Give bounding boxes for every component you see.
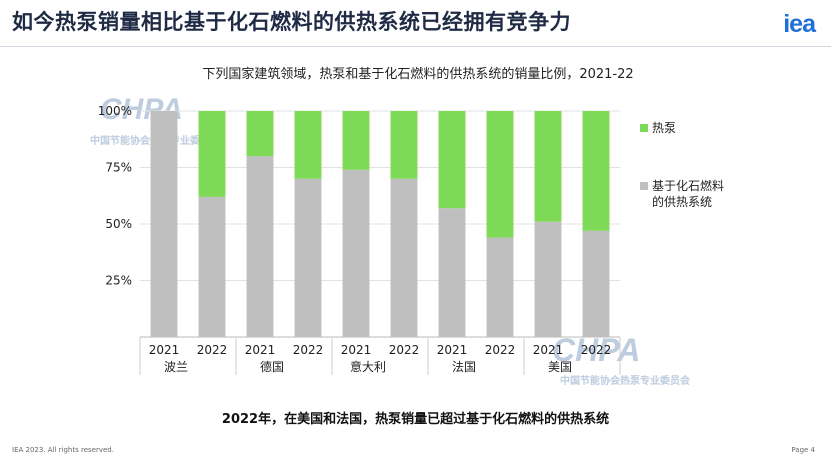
x-tick-label: 2022 bbox=[581, 343, 612, 357]
fossil-fuel-bar bbox=[582, 230, 610, 337]
heat-pump-bar bbox=[342, 111, 370, 170]
fossil-fuel-bar bbox=[486, 237, 514, 337]
legend-swatch-fossil bbox=[640, 182, 648, 190]
fossil-fuel-bar bbox=[342, 169, 370, 337]
copyright: IEA 2023. All rights reserved. bbox=[12, 446, 114, 454]
chart-summary: 2022年，在美国和法国，热泵销量已超过基于化石燃料的供热系统 bbox=[221, 412, 610, 427]
heat-pump-bar bbox=[534, 111, 562, 222]
x-tick-label: 2021 bbox=[245, 343, 276, 357]
heat-pump-bar bbox=[294, 111, 322, 179]
x-tick-label: 2022 bbox=[389, 343, 420, 357]
fossil-fuel-bar bbox=[294, 178, 322, 337]
x-tick-label: 2021 bbox=[149, 343, 180, 357]
heat-pump-bar bbox=[486, 111, 514, 238]
page-number: Page 4 bbox=[791, 446, 815, 454]
x-tick-label: 2022 bbox=[197, 343, 228, 357]
x-tick-label: 2022 bbox=[293, 343, 324, 357]
group-label: 美国 bbox=[548, 360, 572, 374]
y-tick-label: 100% bbox=[98, 104, 132, 118]
heat-pump-bar bbox=[438, 111, 466, 209]
chpa-watermark-subtitle: 中国节能协会热泵专业委员会 bbox=[560, 376, 690, 387]
page-title: 如今热泵销量相比基于化石燃料的供热系统已经拥有竞争力 bbox=[12, 10, 571, 34]
x-tick-label: 2021 bbox=[341, 343, 372, 357]
legend-label-heat-pump: 热泵 bbox=[652, 121, 676, 135]
fossil-fuel-bar bbox=[150, 111, 178, 337]
fossil-fuel-bar bbox=[390, 178, 418, 337]
group-label: 法国 bbox=[452, 360, 476, 374]
x-tick-label: 2021 bbox=[437, 343, 468, 357]
group-label: 波兰 bbox=[164, 360, 188, 374]
fossil-fuel-bar bbox=[198, 196, 226, 337]
y-tick-label: 75% bbox=[105, 161, 132, 175]
y-tick-label: 25% bbox=[105, 274, 132, 288]
iea-logo: iea bbox=[783, 10, 816, 38]
legend-swatch-heat-pump bbox=[640, 124, 648, 132]
y-tick-label: 50% bbox=[105, 217, 132, 231]
heat-pump-bar bbox=[198, 111, 226, 197]
heat-pump-bar bbox=[582, 111, 610, 231]
header-divider bbox=[0, 46, 831, 47]
chpa-watermark: CHPA bbox=[552, 332, 641, 368]
x-tick-label: 2022 bbox=[485, 343, 516, 357]
x-tick-label: 2021 bbox=[533, 343, 564, 357]
fossil-fuel-bar bbox=[438, 208, 466, 337]
legend-label-fossil: 基于化石燃料的供热系统 bbox=[652, 178, 724, 209]
fossil-fuel-bar bbox=[246, 156, 274, 337]
group-label: 德国 bbox=[260, 359, 284, 374]
heat-pump-bar bbox=[246, 111, 274, 157]
group-label: 意大利 bbox=[350, 359, 386, 374]
heat-pump-bar bbox=[390, 111, 418, 179]
fossil-fuel-bar bbox=[534, 221, 562, 337]
chart-title: 下列国家建筑领域，热泵和基于化石燃料的供热系统的销量比例，2021-22 bbox=[202, 66, 633, 82]
